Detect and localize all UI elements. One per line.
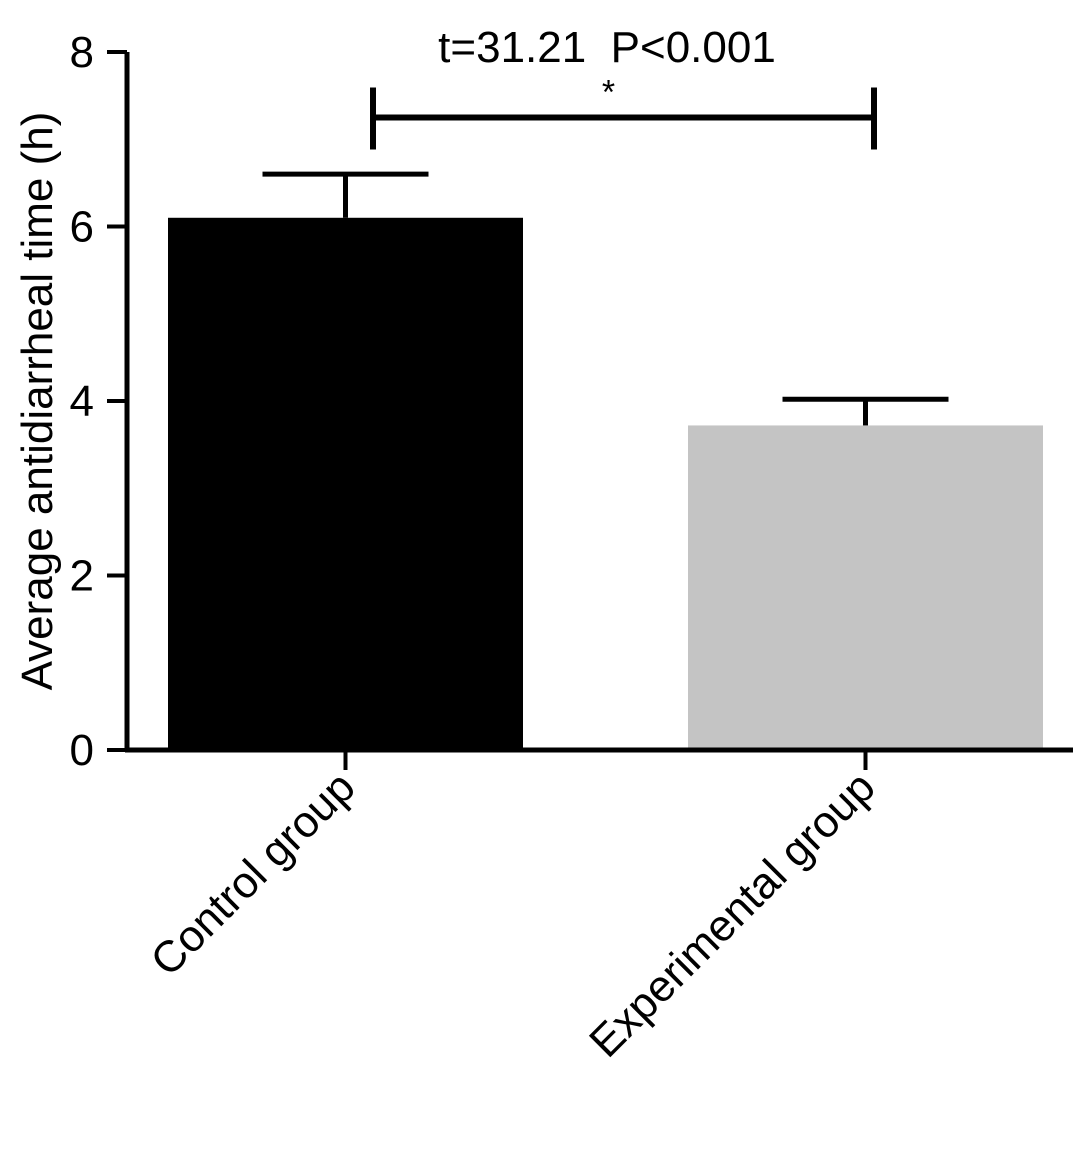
y-ticks-layer: 0 2 4 6 8 bbox=[70, 28, 127, 775]
test-statistic-label: t=31.21 P<0.001 bbox=[438, 23, 776, 72]
y-axis-title: Average antidiarrheal time (h) bbox=[13, 112, 62, 691]
y-tick-label-2: 2 bbox=[70, 552, 94, 601]
x-ticks-layer: Control group Experimental group bbox=[141, 750, 885, 1067]
x-tick-label-control-group: Control group bbox=[141, 762, 364, 985]
error-bars-layer bbox=[262, 171, 949, 426]
x-tick-label-experimental-group: Experimental group bbox=[580, 762, 884, 1066]
y-tick-label-0: 0 bbox=[70, 726, 94, 775]
annotation-layer: *t=31.21 P<0.001 bbox=[370, 23, 877, 150]
y-tick-label-6: 6 bbox=[70, 203, 94, 252]
bar-experimental-group bbox=[688, 425, 1043, 750]
y-tick-label-4: 4 bbox=[70, 377, 94, 426]
y-tick-label-8: 8 bbox=[70, 28, 94, 77]
bar-control-group bbox=[168, 217, 523, 750]
significance-star: * bbox=[602, 73, 615, 111]
bars-layer bbox=[168, 217, 1043, 750]
